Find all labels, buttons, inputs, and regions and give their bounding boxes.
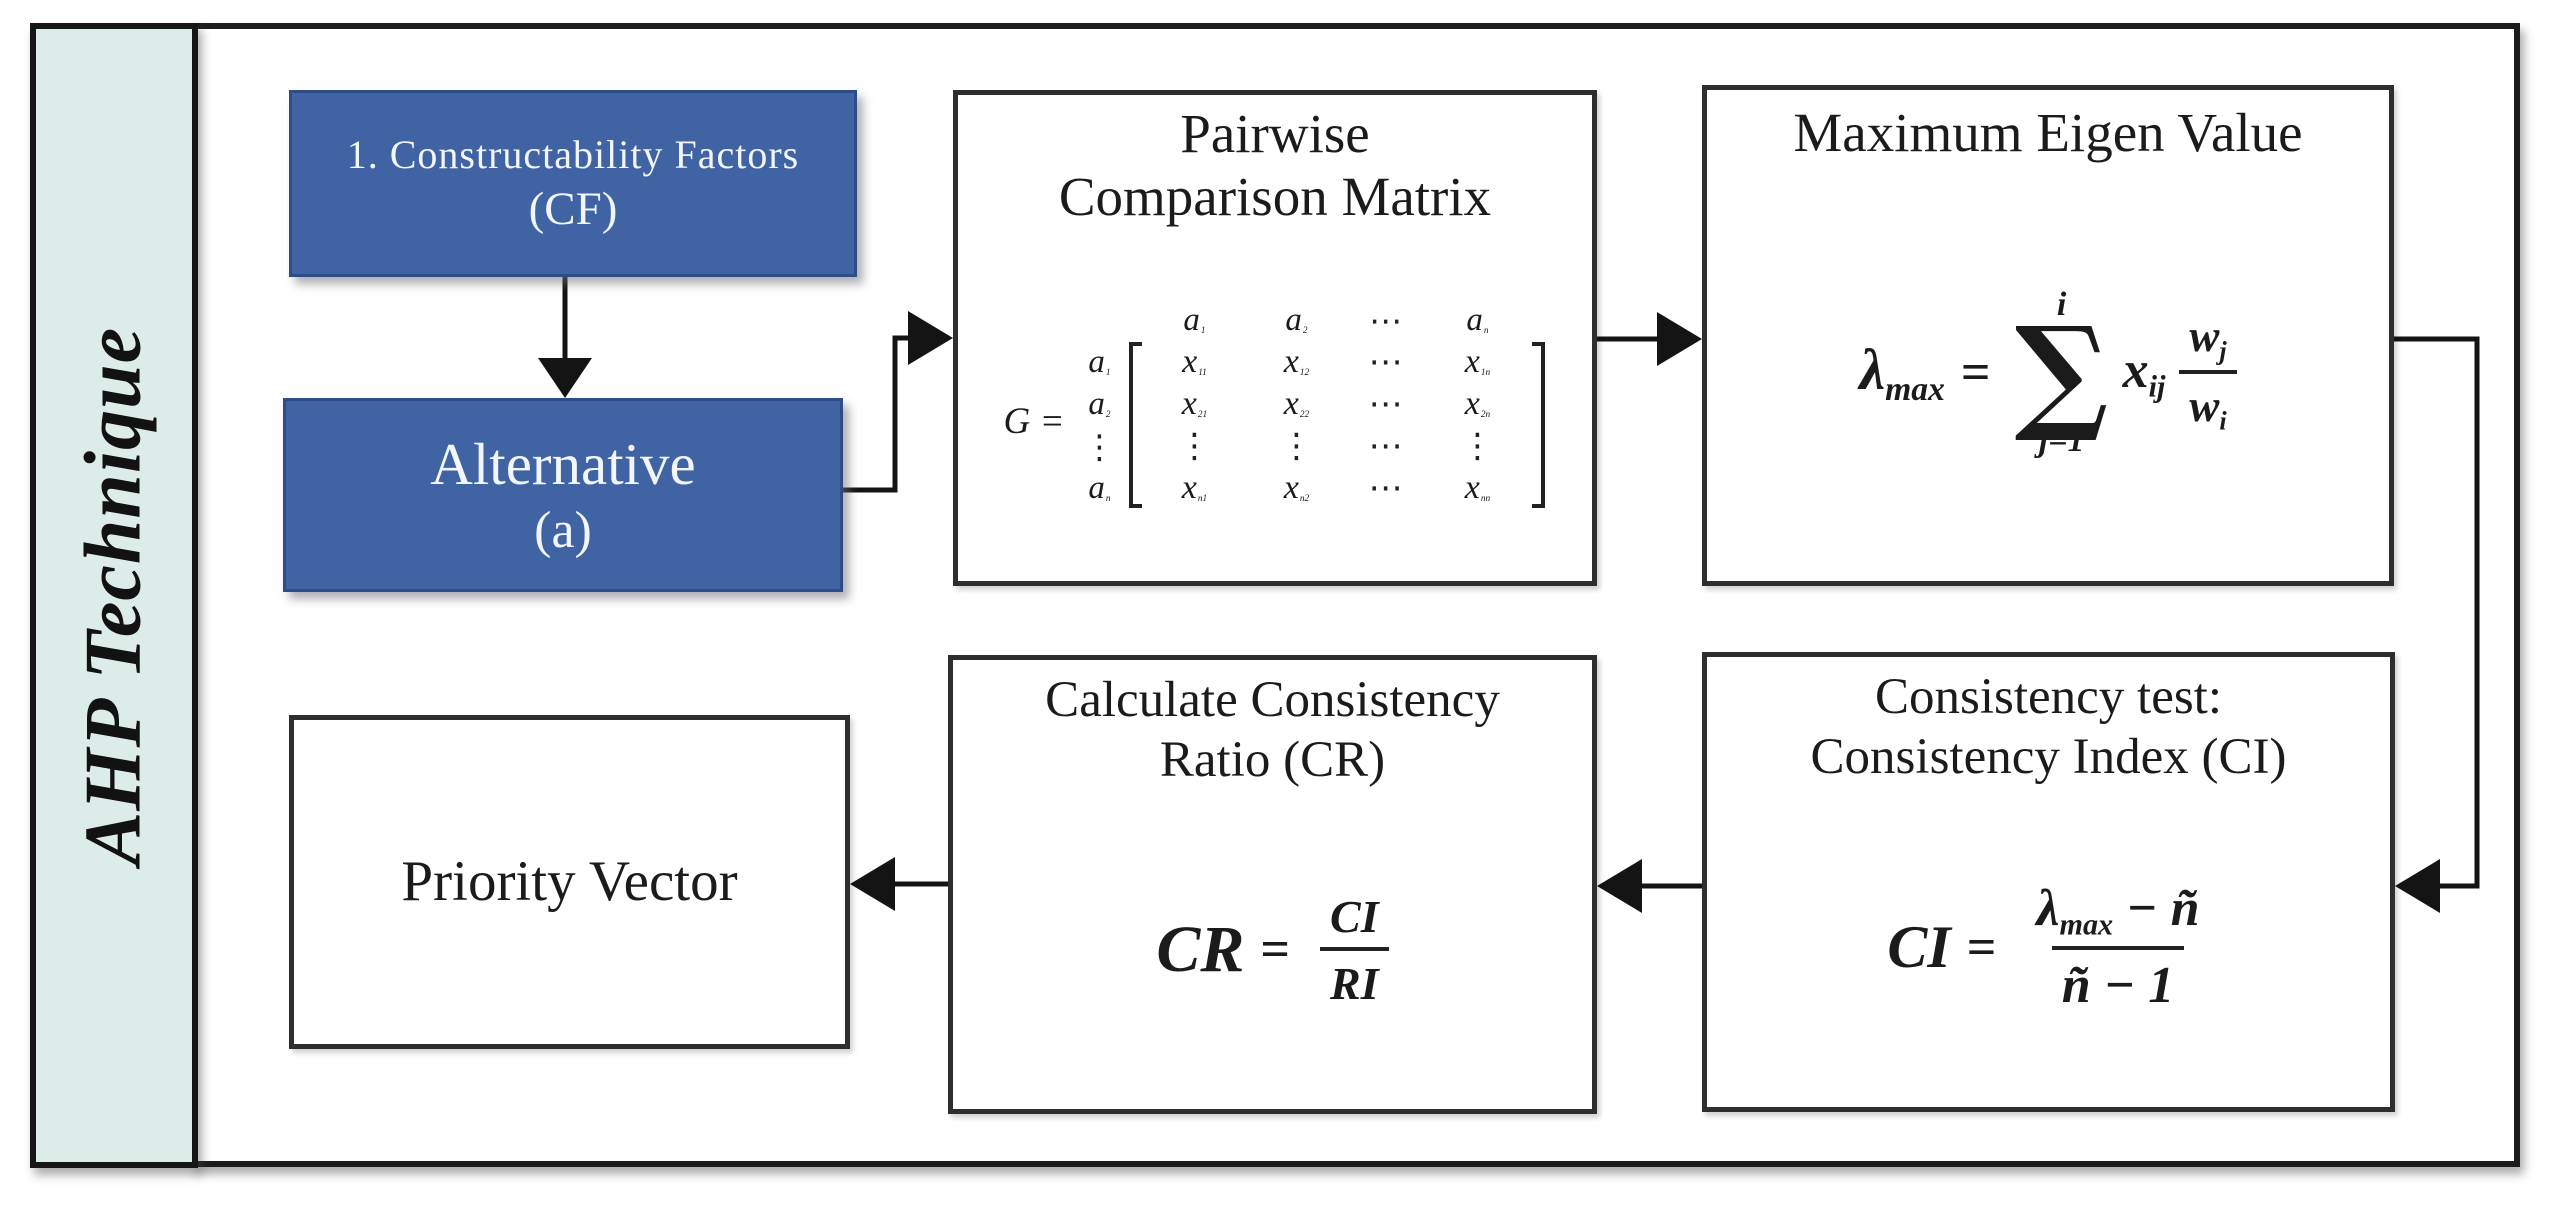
consistency-ratio-box: Calculate Consistency Ratio (CR) CR = CI… <box>948 655 1597 1114</box>
sidebar-title: AHP Technique <box>69 326 158 865</box>
matrix-cell: x12 <box>1283 343 1310 381</box>
matrix-cell: ⋯ <box>1368 468 1403 509</box>
matrix-row-label: a2 <box>1088 385 1111 422</box>
cr-title-line2: Ratio (CR) <box>1159 732 1386 789</box>
matrix-cell: ⋯ <box>1368 426 1403 467</box>
priority-vector-label: Priority Vector <box>401 849 738 913</box>
x-ij-term: xij <box>2122 342 2166 404</box>
ci-fraction: λmax − ñ ñ − 1 <box>2036 879 2200 1015</box>
matrix-row-label: ⋮ <box>1082 426 1116 466</box>
matrix-grid: a1 a2 ⋯ an a1 x11 x12 ⋯ x1n a2 x21 x22 ⋯ x2n ⋮ ⋮ ⋮ ⋯ ⋮ an xn… <box>1070 301 1546 509</box>
pairwise-title-line1: Pairwise <box>1180 103 1370 164</box>
matrix-col-header: ⋯ <box>1368 301 1402 341</box>
sigma-symbol: ∑ <box>2014 299 2109 446</box>
comparison-matrix: G = a1 a2 ⋯ an a1 x11 x12 ⋯ x1n a2 x21 x22 ⋯ x2n ⋮ ⋮ ⋮ ⋯ ⋮… <box>958 228 1592 581</box>
consistency-index-box: Consistency test: Consistency Index (CI)… <box>1702 652 2395 1112</box>
ci-formula: CI = λmax − ñ ñ − 1 <box>1887 879 2209 1016</box>
maximum-eigen-value-box: Maximum Eigen Value λmax = i ∑ j=1 xij w… <box>1702 85 2394 586</box>
formula-lhs: λmax <box>1859 337 1945 409</box>
cf-label-line1: 1. Constructability Factors <box>346 132 800 177</box>
matrix-row-label: an <box>1088 469 1111 506</box>
matrix-col-header: a1 <box>1183 302 1206 339</box>
matrix-cell: x22 <box>1283 385 1310 423</box>
ci-title-line2: Consistency Index (CI) <box>1810 729 2287 786</box>
lambda-max-formula: λmax = i ∑ j=1 xij wj wi <box>1859 285 2237 460</box>
matrix-cell: xn2 <box>1283 469 1310 507</box>
matrix-cell: x11 <box>1182 343 1207 381</box>
matrix-cell: x2n <box>1464 385 1491 423</box>
matrix-col-header: an <box>1466 302 1489 339</box>
summation-operator: i ∑ j=1 <box>2014 285 2109 460</box>
matrix-lhs: G = <box>1003 401 1065 443</box>
cf-label-line2: (CF) <box>528 183 618 235</box>
cr-fraction: CI RI <box>1320 890 1389 1010</box>
cr-formula: CR = CI RI <box>1156 890 1389 1010</box>
alternative-label-line1: Alternative <box>430 431 696 497</box>
matrix-cell: x1n <box>1464 343 1491 381</box>
alternative-label-line2: (a) <box>534 502 592 559</box>
matrix-bracket-left <box>1129 342 1143 509</box>
ci-title-line1: Consistency test: <box>1874 669 2223 725</box>
matrix-cell: ⋯ <box>1368 384 1403 425</box>
alternative-box: Alternative (a) <box>283 398 843 592</box>
matrix-bracket-right <box>1532 342 1546 509</box>
weight-ratio-fraction: wj wi <box>2179 310 2237 437</box>
ahp-sidebar: AHP Technique <box>30 23 198 1168</box>
matrix-cell: xnn <box>1464 469 1491 507</box>
matrix-cell: ⋯ <box>1368 342 1403 383</box>
pairwise-comparison-matrix-box: Pairwise Comparison Matrix G = a1 a2 ⋯ an a1… <box>953 90 1597 586</box>
pairwise-title-line2: Comparison Matrix <box>1058 165 1492 227</box>
matrix-cell: ⋮ <box>1279 426 1314 467</box>
cr-title-line1: Calculate Consistency <box>1045 672 1500 728</box>
maxeigen-title: Maximum Eigen Value <box>1793 102 2303 163</box>
equals-sign: = <box>1960 344 1991 402</box>
priority-vector-box: Priority Vector <box>289 715 850 1049</box>
constructability-factors-box: 1. Constructability Factors (CF) <box>289 90 857 277</box>
matrix-cell: ⋮ <box>1460 426 1495 467</box>
matrix-cell: x21 <box>1181 385 1208 423</box>
matrix-col-header: a2 <box>1285 302 1308 339</box>
matrix-cell: xn1 <box>1181 469 1208 507</box>
matrix-row-label: a1 <box>1088 343 1111 380</box>
matrix-cell: ⋮ <box>1177 426 1212 467</box>
